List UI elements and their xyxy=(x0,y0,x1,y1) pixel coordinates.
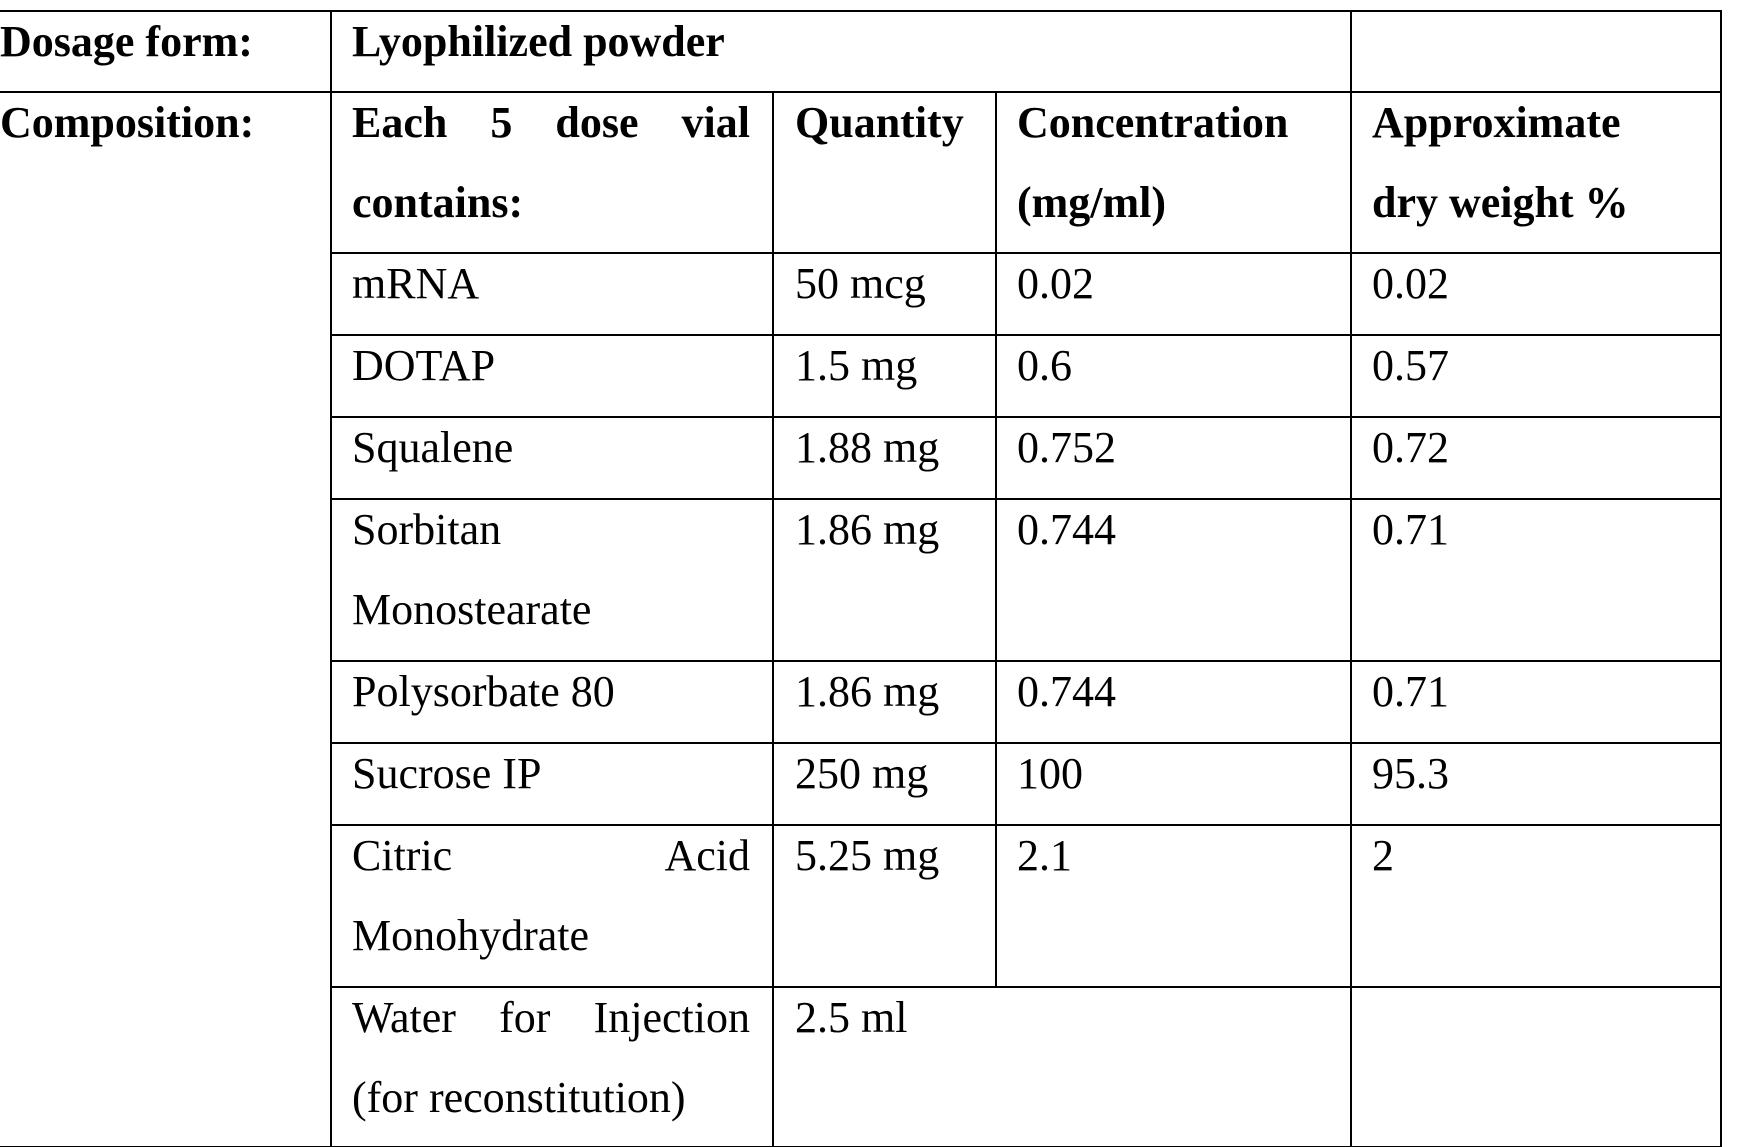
quantity-cell: 1.88 mg xyxy=(795,423,940,472)
table-rule xyxy=(330,986,1722,988)
table-rule xyxy=(330,416,1722,418)
table-rule xyxy=(0,91,1722,93)
dosage-form-value: Lyophilized powder xyxy=(352,17,725,66)
dry-weight-cell: 0.71 xyxy=(1372,667,1449,716)
ingredient-cell: Squalene xyxy=(352,423,514,472)
table-rule xyxy=(330,824,1722,826)
quantity-cell: 5.25 mg xyxy=(795,831,940,880)
dry-weight-cell: 0.02 xyxy=(1372,259,1449,308)
quantity-cell: 250 mg xyxy=(795,749,929,798)
ingredient-cell: Sorbitan xyxy=(352,505,502,554)
quantity-cell: 1.86 mg xyxy=(795,505,940,554)
table-rule xyxy=(995,91,997,986)
table-rule xyxy=(330,742,1722,744)
table-rule xyxy=(330,10,332,1147)
table-rule xyxy=(1720,10,1722,1147)
concentration-cell: 0.752 xyxy=(1017,423,1116,472)
dry-weight-cell: 95.3 xyxy=(1372,749,1449,798)
header-ingredient: contains: xyxy=(352,178,524,227)
ingredient-cell: Sucrose IP xyxy=(352,749,542,798)
table-rule xyxy=(1350,10,1352,1147)
concentration-cell: 0.02 xyxy=(1017,259,1094,308)
dry-weight-cell: 0.72 xyxy=(1372,423,1449,472)
composition-label: Composition: xyxy=(0,98,255,147)
quantity-cell: 1.86 mg xyxy=(795,667,940,716)
ingredient-cell: Water for Injection xyxy=(352,993,750,1042)
quantity-cell: 1.5 mg xyxy=(795,341,918,390)
header-ingredient: Each 5 dose vial xyxy=(352,98,750,147)
table-rule xyxy=(330,334,1722,336)
dosage-form-label: Dosage form: xyxy=(0,17,253,66)
table-rule xyxy=(330,498,1722,500)
dry-weight-cell: 2 xyxy=(1372,831,1394,880)
ingredient-cell: Monostearate xyxy=(352,585,592,634)
ingredient-cell: mRNA xyxy=(352,259,480,308)
quantity-cell: 50 mcg xyxy=(795,259,926,308)
ingredient-cell: Citric Acid xyxy=(352,831,750,880)
concentration-cell: 0.6 xyxy=(1017,341,1072,390)
header-dry-weight: dry weight % xyxy=(1372,178,1629,227)
ingredient-cell: Polysorbate 80 xyxy=(352,667,615,716)
table-rule xyxy=(772,91,774,1147)
table-rule xyxy=(0,10,1722,12)
ingredient-cell: DOTAP xyxy=(352,341,496,390)
ingredient-cell: Monohydrate xyxy=(352,911,590,960)
dry-weight-cell: 0.57 xyxy=(1372,341,1449,390)
header-dry-weight: Approximate xyxy=(1372,98,1621,147)
header-concentration: Concentration xyxy=(1017,98,1289,147)
header-quantity: Quantity xyxy=(795,98,964,147)
table-rule xyxy=(330,252,1722,254)
concentration-cell: 0.744 xyxy=(1017,505,1116,554)
dry-weight-cell: 0.71 xyxy=(1372,505,1449,554)
header-concentration: (mg/ml) xyxy=(1017,178,1167,227)
concentration-cell: 0.744 xyxy=(1017,667,1116,716)
table-rule xyxy=(330,660,1722,662)
ingredient-cell: (for reconstitution) xyxy=(352,1073,686,1122)
concentration-cell: 2.1 xyxy=(1017,831,1072,880)
quantity-cell: 2.5 ml xyxy=(795,993,908,1042)
concentration-cell: 100 xyxy=(1017,749,1083,798)
